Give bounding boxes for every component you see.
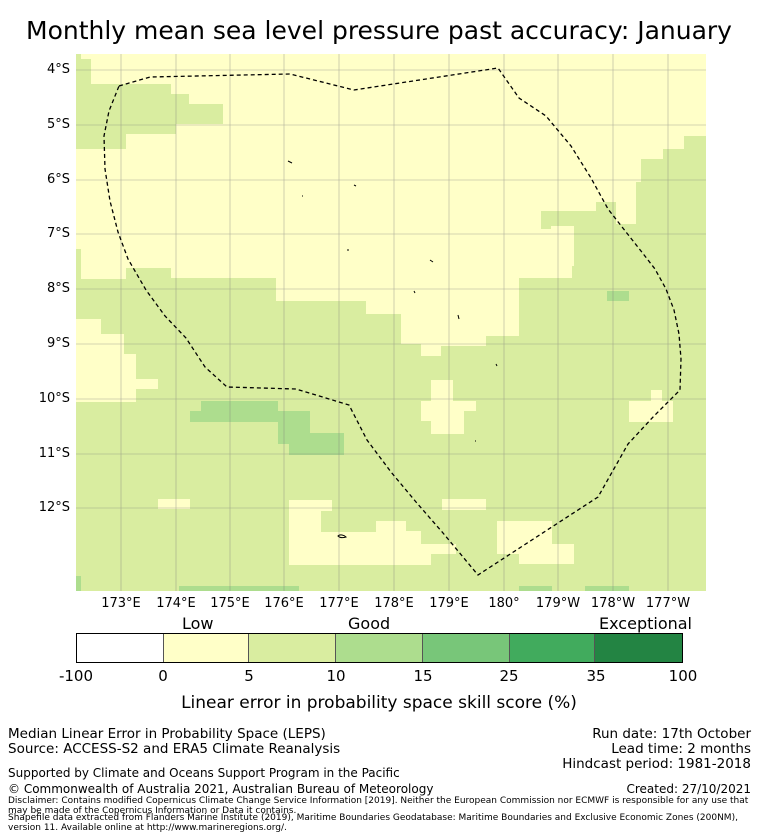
colorbar-title: Linear error in probability space skill … xyxy=(181,693,577,713)
legend-good-label: Good xyxy=(348,614,391,633)
colorbar-tick: 0 xyxy=(158,667,168,685)
low-skill-region xyxy=(76,54,706,356)
colorbar-tick: 100 xyxy=(668,667,698,685)
colorbar-swatch xyxy=(77,634,164,662)
lon-label: 178°W xyxy=(590,596,636,611)
colorbar-swatch xyxy=(336,634,423,662)
lon-label: 173°E xyxy=(101,596,141,611)
footer-hindcast: Hindcast period: 1981-2018 xyxy=(562,756,751,772)
footer-run-date: Run date: 17th October xyxy=(592,726,751,742)
colorbar-swatch xyxy=(509,634,596,662)
colorbar-tick: 15 xyxy=(413,667,433,685)
colorbar-swatch xyxy=(595,634,683,662)
legend-low-label: Low xyxy=(182,614,214,633)
lon-label: 178°E xyxy=(374,596,414,611)
footer-created: Created: 27/10/2021 xyxy=(626,782,751,796)
footer-lead-time: Lead time: 2 months xyxy=(611,741,751,757)
lon-label: 176°E xyxy=(264,596,304,611)
colorbar-swatch xyxy=(249,634,337,662)
lat-label: 7°S xyxy=(46,226,70,241)
colorbar xyxy=(76,633,683,663)
low-patch-sw xyxy=(76,319,158,402)
colorbar-tick: 10 xyxy=(326,667,346,685)
lat-label: 10°S xyxy=(38,391,70,406)
gridlines xyxy=(76,54,706,591)
colorbar-tick: 5 xyxy=(244,667,254,685)
footer-copyright: © Commonwealth of Australia 2021, Austra… xyxy=(8,782,434,796)
lon-label: 174°E xyxy=(156,596,196,611)
eez-boundary xyxy=(103,67,682,576)
lon-label: 177°W xyxy=(645,596,691,611)
lon-label: 180° xyxy=(488,596,520,611)
footer-support: Supported by Climate and Oceans Support … xyxy=(8,766,400,780)
lat-label: 11°S xyxy=(38,446,70,461)
low-patch-east xyxy=(629,401,673,422)
lat-label: 4°S xyxy=(46,62,70,77)
lon-label: 175°E xyxy=(210,596,250,611)
lon-label: 179°W xyxy=(535,596,581,611)
good-patch-nw xyxy=(76,59,223,149)
colorbar-swatch xyxy=(422,634,510,662)
colorbar-tick: 25 xyxy=(499,667,519,685)
lat-label: 5°S xyxy=(46,117,70,132)
lon-label: 177°E xyxy=(319,596,359,611)
low-patch-center xyxy=(421,380,476,434)
footer-source: Source: ACCESS-S2 and ERA5 Climate Reana… xyxy=(8,741,341,757)
lon-label: 179°E xyxy=(429,596,469,611)
colorbar-swatch xyxy=(163,634,250,662)
footer-shapefile: Shapefile data extracted from Flanders M… xyxy=(8,813,738,833)
better-patch-sw xyxy=(190,401,344,455)
lat-label: 12°S xyxy=(38,500,70,515)
map-title: Monthly mean sea level pressure past acc… xyxy=(26,16,732,45)
colorbar-tick: 35 xyxy=(586,667,606,685)
skill-map xyxy=(76,54,706,591)
lat-label: 8°S xyxy=(46,281,70,296)
legend-exceptional-label: Exceptional xyxy=(599,614,692,633)
lat-label: 9°S xyxy=(46,336,70,351)
colorbar-tick: -100 xyxy=(58,667,94,685)
better-patch-east xyxy=(607,291,629,301)
lat-label: 6°S xyxy=(46,172,70,187)
low-patch-south xyxy=(289,500,456,565)
footer-disclaimer: Disclaimer: Contains modified Copernicus… xyxy=(8,796,749,816)
footer-method: Median Linear Error in Probability Space… xyxy=(8,726,326,742)
islands xyxy=(287,160,498,539)
